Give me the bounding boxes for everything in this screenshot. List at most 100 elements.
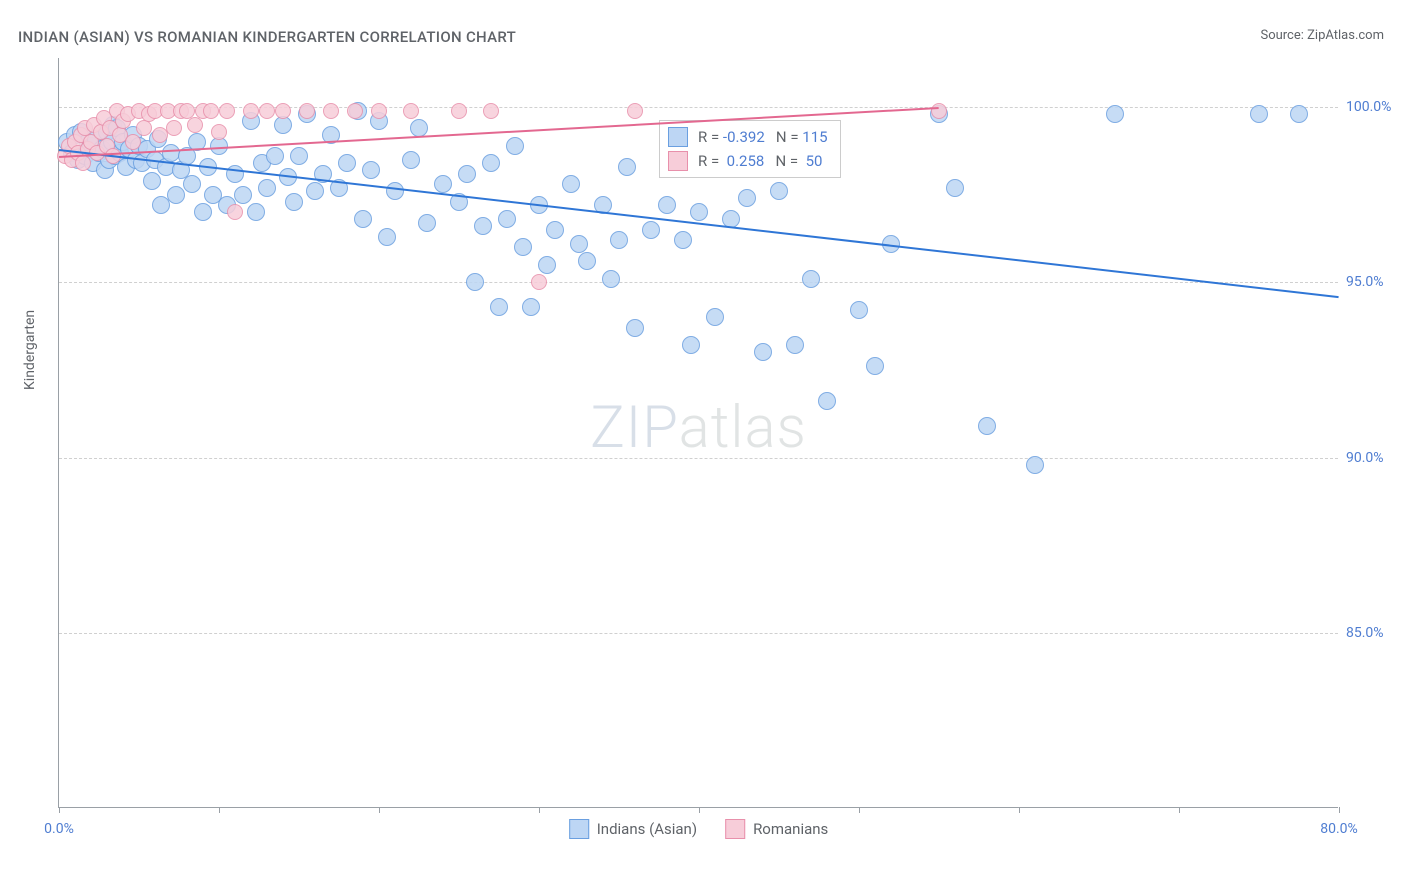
- scatter-point: [738, 189, 756, 207]
- scatter-point: [626, 319, 644, 337]
- legend-swatch: [668, 127, 688, 147]
- scatter-point: [658, 196, 676, 214]
- watermark-part1: ZIP: [590, 394, 679, 462]
- x-tick-label: 80.0%: [1320, 821, 1358, 837]
- legend-swatch: [725, 819, 745, 839]
- scatter-point: [466, 273, 484, 291]
- scatter-point: [219, 103, 235, 119]
- scatter-point: [610, 231, 628, 249]
- scatter-point: [403, 103, 419, 119]
- scatter-point: [258, 179, 276, 197]
- watermark: ZIPatlas: [590, 394, 807, 462]
- scatter-point: [162, 144, 180, 162]
- scatter-point: [690, 203, 708, 221]
- scatter-point: [306, 182, 324, 200]
- scatter-point: [266, 147, 284, 165]
- gridline-h: [59, 633, 1338, 634]
- scatter-point: [183, 175, 201, 193]
- scatter-point: [482, 154, 500, 172]
- scatter-point: [1290, 105, 1308, 123]
- x-tick: [539, 807, 540, 813]
- scatter-point: [866, 357, 884, 375]
- scatter-point: [706, 308, 724, 326]
- scatter-point: [166, 120, 182, 136]
- y-tick-label: 100.0%: [1346, 99, 1400, 115]
- scatter-point: [451, 103, 467, 119]
- scatter-point: [362, 161, 380, 179]
- scatter-point: [458, 165, 476, 183]
- x-tick: [699, 807, 700, 813]
- x-tick: [379, 807, 380, 813]
- x-tick: [1339, 807, 1340, 813]
- scatter-point: [354, 210, 372, 228]
- scatter-point: [682, 336, 700, 354]
- y-axis-label: Kindergarten: [22, 310, 38, 390]
- legend-item: Romanians: [725, 819, 828, 839]
- scatter-point: [299, 103, 315, 119]
- scatter-point: [402, 151, 420, 169]
- scatter-point: [243, 103, 259, 119]
- scatter-point: [483, 103, 499, 119]
- scatter-point: [1250, 105, 1268, 123]
- stats-legend-panel: R = -0.392 N = 115R = 0.258 N = 50: [659, 120, 841, 178]
- scatter-point: [946, 179, 964, 197]
- x-tick: [859, 807, 860, 813]
- scatter-point: [514, 238, 532, 256]
- scatter-point: [850, 301, 868, 319]
- legend-swatch: [668, 151, 688, 171]
- scatter-point: [770, 182, 788, 200]
- scatter-point: [211, 124, 227, 140]
- scatter-point: [562, 175, 580, 193]
- stats-text: R = 0.258 N = 50: [698, 149, 822, 173]
- scatter-point: [931, 103, 947, 119]
- scatter-point: [125, 134, 141, 150]
- scatter-point: [754, 343, 772, 361]
- scatter-point: [602, 270, 620, 288]
- legend-swatch: [569, 819, 589, 839]
- scatter-point: [285, 193, 303, 211]
- legend-item: Indians (Asian): [569, 819, 697, 839]
- stats-legend-row: R = 0.258 N = 50: [668, 149, 828, 173]
- chart-title: INDIAN (ASIAN) VS ROMANIAN KINDERGARTEN …: [18, 28, 516, 46]
- scatter-point: [1106, 105, 1124, 123]
- scatter-point: [627, 103, 643, 119]
- scatter-point: [522, 298, 540, 316]
- scatter-point: [290, 147, 308, 165]
- scatter-point: [234, 186, 252, 204]
- scatter-point: [418, 214, 436, 232]
- x-tick-label: 0.0%: [44, 821, 74, 837]
- x-tick: [1019, 807, 1020, 813]
- scatter-point: [1026, 456, 1044, 474]
- y-tick-label: 90.0%: [1346, 450, 1400, 466]
- scatter-point: [378, 228, 396, 246]
- scatter-point: [187, 117, 203, 133]
- scatter-point: [490, 298, 508, 316]
- scatter-point: [203, 103, 219, 119]
- stats-legend-row: R = -0.392 N = 115: [668, 125, 828, 149]
- scatter-point: [578, 252, 596, 270]
- gridline-h: [59, 282, 1338, 283]
- scatter-point: [786, 336, 804, 354]
- scatter-point: [506, 137, 524, 155]
- scatter-point: [143, 172, 161, 190]
- scatter-point: [410, 119, 428, 137]
- legend-label: Indians (Asian): [597, 820, 697, 838]
- x-tick: [219, 807, 220, 813]
- scatter-point: [275, 103, 291, 119]
- scatter-point: [546, 221, 564, 239]
- scatter-point: [227, 204, 243, 220]
- legend-label: Romanians: [753, 820, 828, 838]
- scatter-point: [75, 155, 91, 171]
- scatter-point: [802, 270, 820, 288]
- scatter-point: [498, 210, 516, 228]
- watermark-part2: atlas: [679, 394, 807, 462]
- y-tick-label: 95.0%: [1346, 274, 1400, 290]
- scatter-point: [538, 256, 556, 274]
- x-tick: [59, 807, 60, 813]
- x-tick: [1179, 807, 1180, 813]
- series-legend: Indians (Asian) Romanians: [569, 819, 829, 839]
- y-tick-label: 85.0%: [1346, 625, 1400, 641]
- scatter-point: [259, 103, 275, 119]
- scatter-point: [434, 175, 452, 193]
- scatter-point: [618, 158, 636, 176]
